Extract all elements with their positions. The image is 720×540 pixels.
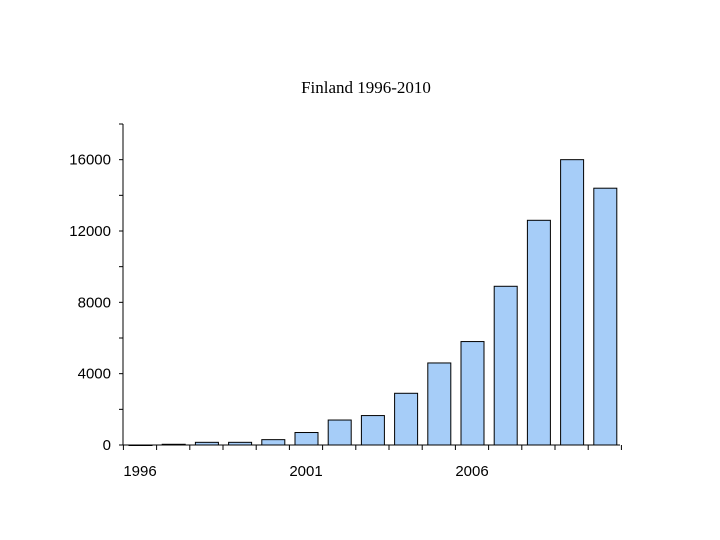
bar-2001 [294, 432, 319, 446]
y-tick-label: 16000 [69, 152, 111, 169]
bar-1999 [228, 441, 253, 446]
chart-title: Finland 1996-2010 [301, 78, 431, 97]
y-tick-label: 0 [103, 437, 111, 454]
y-tick-label: 4000 [78, 366, 111, 383]
x-tick-label: 2001 [289, 463, 322, 480]
bar-2010 [593, 187, 618, 446]
bars-group [128, 159, 618, 446]
bar-2007 [493, 285, 518, 446]
x-tick-label: 1996 [123, 463, 156, 480]
bar-1996 [128, 444, 153, 446]
y-tick-label: 12000 [69, 223, 111, 240]
bar-1998 [194, 441, 219, 446]
bar-1997 [161, 443, 186, 446]
bar-2004 [394, 392, 419, 446]
bar-2005 [427, 362, 452, 446]
bar-2002 [327, 419, 352, 446]
y-tick-label: 8000 [78, 294, 111, 311]
bar-2003 [360, 415, 385, 446]
bar-2006 [460, 341, 485, 446]
x-tick-label: 2006 [455, 463, 488, 480]
bar-2009 [560, 159, 585, 446]
bar-2000 [261, 439, 286, 446]
tick-labels-group: 0 4000 8000 12000 16000 1996 2001 2006 [69, 152, 488, 480]
bar-2008 [526, 219, 551, 446]
